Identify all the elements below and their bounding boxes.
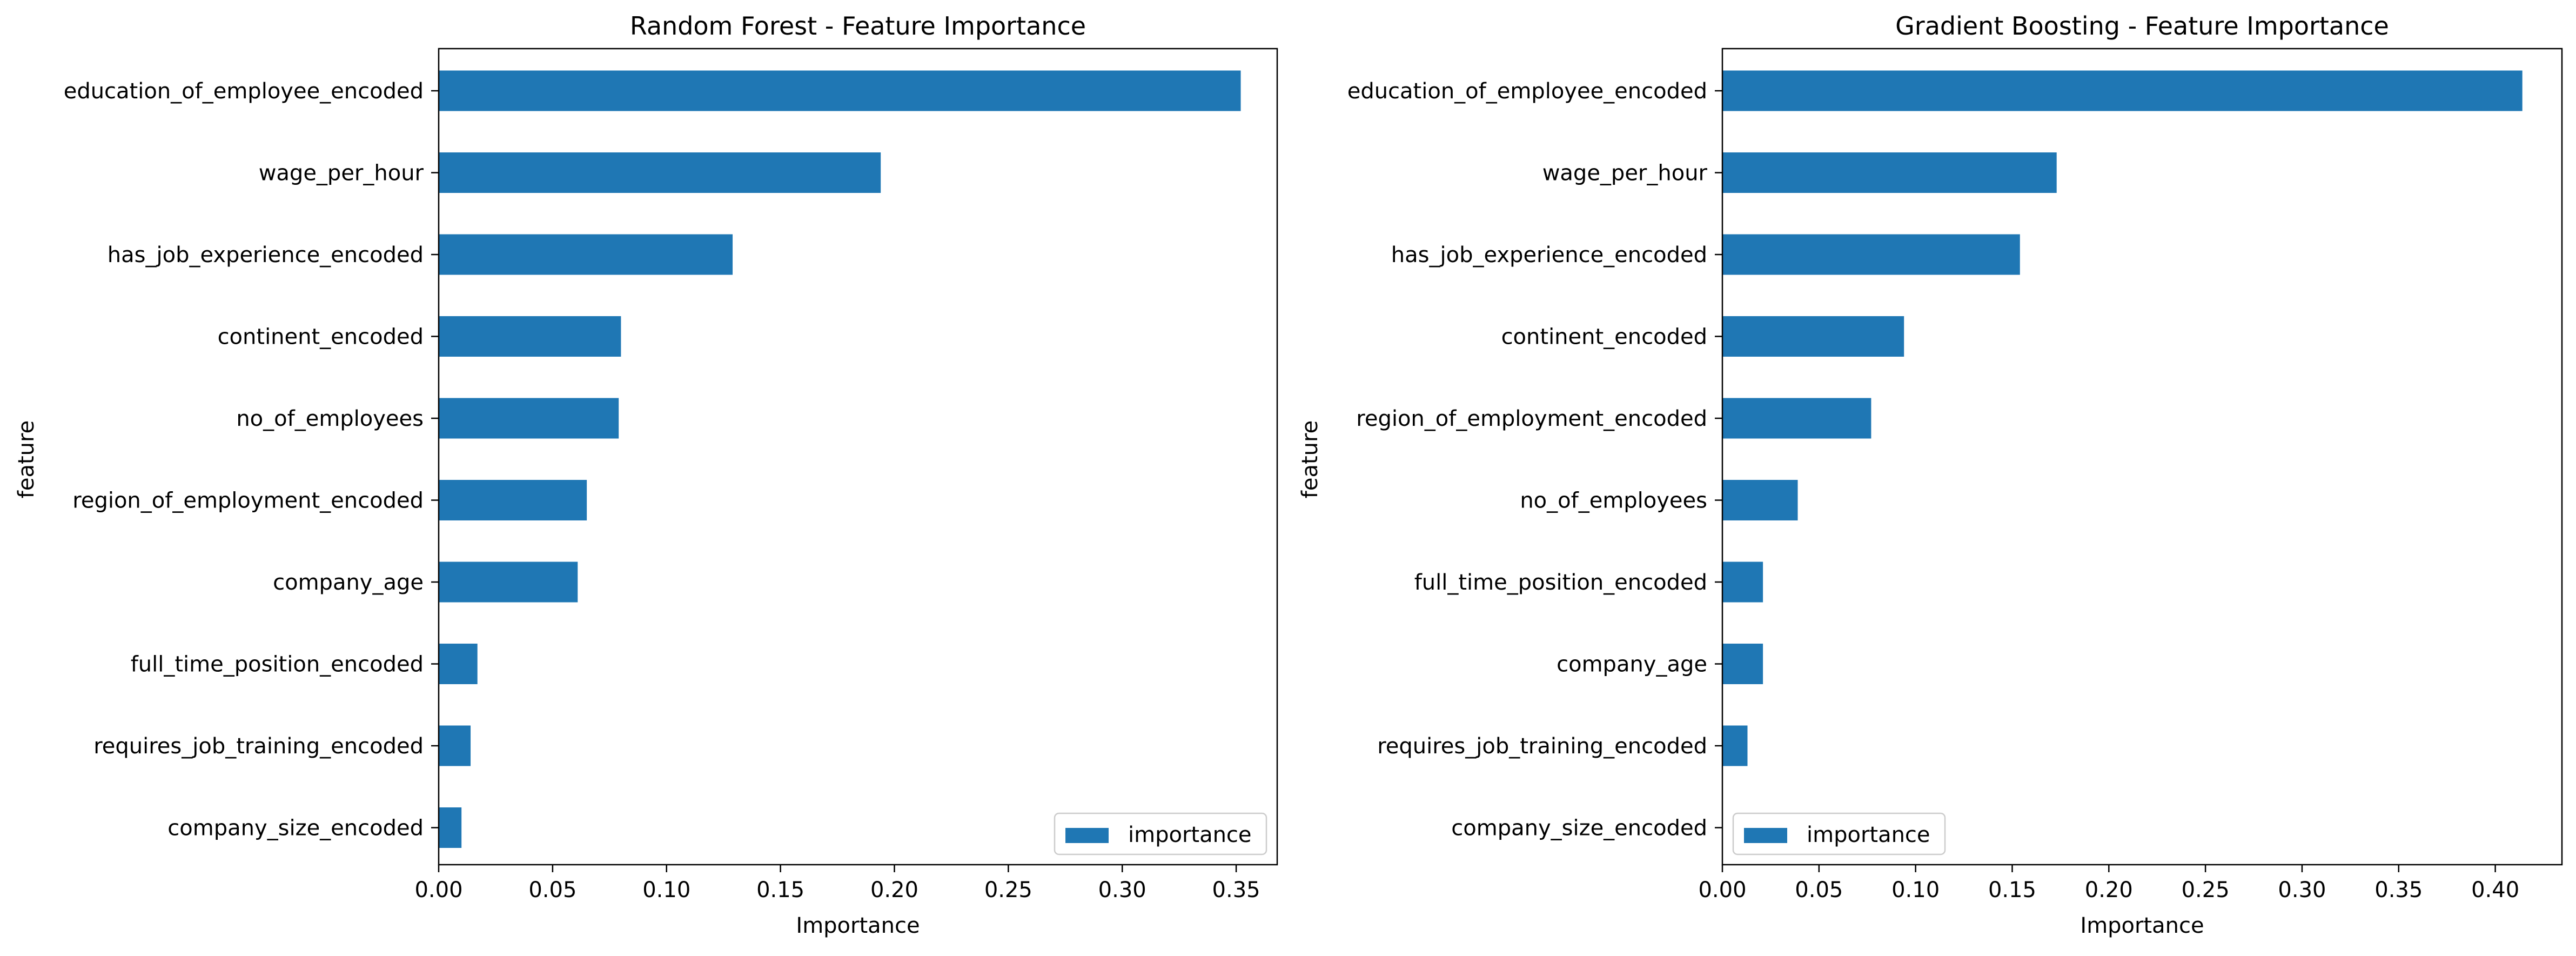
y-tick-label: wage_per_hour: [259, 161, 424, 186]
legend-frame: [1732, 812, 1946, 855]
y-tick-label: region_of_employment_encoded: [72, 489, 424, 513]
x-tick-label: 0.30: [2278, 878, 2326, 902]
bar: [439, 644, 478, 684]
chart-panel-random-forest: Random Forest - Feature Importance featu…: [14, 11, 1278, 938]
bar: [439, 316, 621, 357]
x-tick-label: 0.25: [984, 878, 1032, 902]
y-tick-label: wage_per_hour: [1542, 161, 1708, 186]
legend-swatch: [1744, 828, 1787, 843]
legend-label: importance: [1807, 823, 1930, 847]
y-tick-label: no_of_employees: [1520, 489, 1707, 513]
bar: [439, 398, 619, 439]
bar: [1722, 561, 1763, 603]
x-tick-label: 0.25: [2182, 878, 2230, 902]
bar: [1722, 398, 1871, 439]
legend: importance: [1054, 812, 1267, 855]
y-tick-label: company_size_encoded: [167, 816, 424, 841]
bar-group: [439, 70, 1241, 848]
bar: [439, 70, 1241, 111]
x-tick-labels: 0.00 0.05 0.10 0.15 0.20 0.25 0.30 0.35 0.40: [1698, 865, 2519, 902]
bar: [1722, 480, 1798, 520]
bar: [1722, 234, 2020, 275]
x-tick-labels: 0.00 0.05 0.10 0.15 0.20 0.25 0.30 0.35: [414, 865, 1260, 902]
bar: [439, 234, 733, 275]
x-tick-label: 0.00: [414, 878, 462, 902]
legend: importance: [1732, 812, 1946, 855]
y-axis-label: feature: [1298, 420, 1323, 498]
y-tick-label: continent_encoded: [1501, 325, 1707, 350]
x-tick-label: 0.35: [1212, 878, 1260, 902]
x-axis-label: Importance: [2080, 913, 2204, 938]
x-tick-label: 0.15: [1988, 878, 2036, 902]
y-tick-label: education_of_employee_encoded: [64, 79, 424, 104]
chart-panel-gradient-boosting: Gradient Boosting - Feature Importance f…: [1298, 11, 2563, 938]
y-tick-label: full_time_position_encoded: [131, 652, 424, 677]
legend-label: importance: [1128, 823, 1252, 847]
plot-frame: [438, 48, 1278, 866]
y-tick-label: has_job_experience_encoded: [1391, 243, 1707, 268]
x-tick-label: 0.15: [756, 878, 804, 902]
y-axis-label: feature: [14, 420, 39, 498]
y-tick-label: has_job_experience_encoded: [108, 243, 424, 268]
y-tick-label: no_of_employees: [236, 406, 424, 431]
y-tick-label: company_age: [273, 570, 424, 595]
x-tick-label: 0.10: [1891, 878, 1940, 902]
bar: [439, 480, 587, 520]
x-tick-label: 0.05: [528, 878, 576, 902]
chart-title: Gradient Boosting - Feature Importance: [1895, 11, 2389, 41]
y-tick-labels: education_of_employee_encoded wage_per_ho…: [64, 79, 439, 841]
y-tick-labels: education_of_employee_encoded wage_per_ho…: [1347, 79, 1722, 841]
y-tick-label: continent_encoded: [218, 325, 424, 350]
bar: [1722, 70, 2523, 111]
plot-frame: [1721, 48, 2563, 866]
x-tick-label: 0.10: [642, 878, 690, 902]
x-tick-label: 0.05: [1795, 878, 1843, 902]
y-tick-label: education_of_employee_encoded: [1347, 79, 1707, 104]
x-tick-label: 0.00: [1698, 878, 1746, 902]
x-tick-label: 0.20: [2085, 878, 2133, 902]
bar: [1722, 316, 1904, 357]
bar: [439, 561, 578, 603]
bar: [1722, 152, 2057, 193]
x-tick-label: 0.20: [870, 878, 918, 902]
legend-swatch: [1065, 828, 1109, 843]
x-tick-label: 0.40: [2471, 878, 2519, 902]
y-tick-label: requires_job_training_encoded: [93, 734, 424, 759]
y-tick-label: region_of_employment_encoded: [1356, 406, 1707, 431]
chart-title: Random Forest - Feature Importance: [630, 11, 1086, 41]
bar: [439, 152, 881, 193]
x-tick-label: 0.30: [1098, 878, 1146, 902]
bar-group: [1722, 70, 2523, 766]
x-axis-label: Importance: [796, 913, 920, 938]
bar: [1722, 725, 1748, 766]
bar: [1722, 644, 1763, 684]
y-tick-label: company_size_encoded: [1451, 816, 1707, 841]
x-tick-label: 0.35: [2374, 878, 2423, 902]
y-tick-label: company_age: [1557, 652, 1707, 677]
y-tick-label: full_time_position_encoded: [1414, 570, 1707, 595]
bar: [439, 725, 471, 766]
legend-frame: [1054, 812, 1267, 855]
bar: [439, 807, 462, 848]
y-tick-label: requires_job_training_encoded: [1377, 734, 1707, 759]
